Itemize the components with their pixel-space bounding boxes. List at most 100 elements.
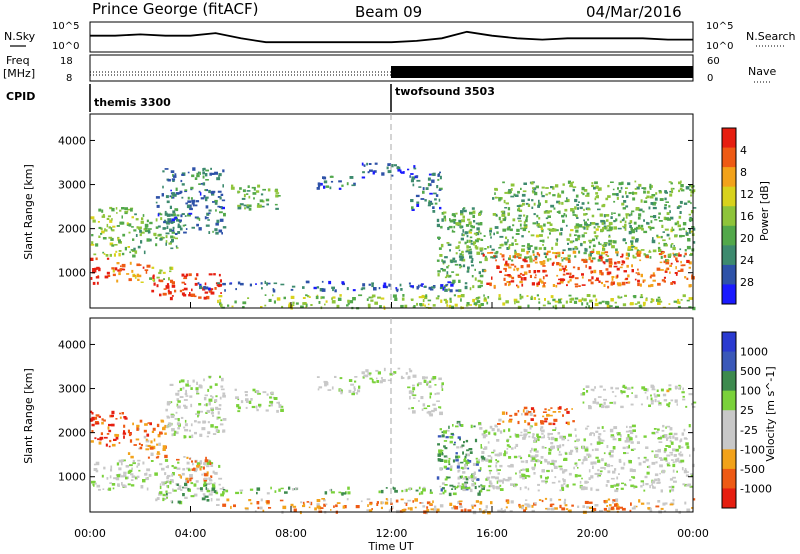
heatmap-cell: [185, 202, 188, 205]
heatmap-cell: [523, 429, 528, 433]
heatmap-cell: [669, 432, 673, 435]
heatmap-cell: [265, 409, 269, 412]
heatmap-cell: [445, 436, 449, 439]
heatmap-cell: [588, 469, 591, 473]
heatmap-cell: [214, 471, 218, 475]
heatmap-cell: [474, 277, 477, 281]
heatmap-cell: [196, 392, 200, 395]
heatmap-cell: [580, 242, 583, 247]
heatmap-cell: [215, 429, 219, 433]
heatmap-cell: [508, 257, 511, 261]
heatmap-cell: [155, 226, 159, 229]
heatmap-cell: [104, 436, 108, 439]
heatmap-cell: [472, 241, 476, 245]
heatmap-cell: [493, 284, 496, 288]
heatmap-cell: [625, 191, 627, 195]
heatmap-cell: [577, 207, 579, 210]
heatmap-cell: [161, 481, 164, 484]
heatmap-cell: [100, 227, 103, 231]
heatmap-cell: [574, 234, 577, 237]
heatmap-cell: [106, 433, 110, 435]
heatmap-cell: [146, 487, 149, 491]
heatmap-cell: [123, 474, 127, 478]
heatmap-cell: [580, 485, 583, 488]
heatmap-cell: [200, 466, 203, 468]
heatmap-cell: [218, 173, 222, 177]
heatmap-cell: [497, 469, 501, 471]
heatmap-cell: [519, 456, 523, 460]
heatmap-cell: [657, 428, 660, 431]
heatmap-cell: [536, 294, 539, 297]
heatmap-cell: [490, 485, 494, 488]
heatmap-cell: [106, 271, 110, 275]
heatmap-cell: [111, 443, 116, 447]
heatmap-cell: [559, 281, 564, 284]
heatmap-cell: [592, 400, 597, 404]
heatmap-cell: [135, 234, 138, 237]
heatmap-cell: [467, 467, 470, 470]
heatmap-cell: [443, 211, 447, 214]
heatmap-cell: [155, 498, 158, 502]
heatmap-cell: [266, 502, 270, 505]
heatmap-cell: [460, 509, 464, 513]
heatmap-cell: [258, 405, 261, 408]
heatmap-cell: [459, 253, 462, 256]
heatmap-cell: [604, 462, 607, 466]
heatmap-cell: [669, 503, 674, 506]
heatmap-cell: [532, 190, 534, 194]
heatmap-cell: [399, 283, 402, 287]
heatmap-cell: [98, 226, 102, 229]
heatmap-cell: [664, 204, 667, 206]
heatmap-cell: [582, 192, 585, 196]
heatmap-cell: [420, 396, 424, 400]
heatmap-cell: [614, 193, 618, 196]
heatmap-cell: [567, 254, 571, 258]
heatmap-cell: [489, 282, 492, 287]
heatmap-cell: [429, 380, 432, 383]
heatmap-cell: [429, 192, 433, 195]
heatmap-cell: [558, 480, 561, 483]
heatmap-cell: [564, 504, 568, 507]
heatmap-cell: [438, 189, 442, 191]
heatmap-cell: [581, 462, 584, 465]
heatmap-cell: [668, 486, 672, 489]
heatmap-cell: [341, 389, 343, 393]
heatmap-cell: [629, 479, 632, 482]
heatmap-cell: [676, 206, 680, 209]
heatmap-cell: [648, 404, 651, 407]
heatmap-cell: [516, 205, 521, 207]
heatmap-cell: [628, 440, 631, 443]
heatmap-cell: [92, 270, 95, 274]
heatmap-cell: [514, 433, 517, 437]
heatmap-cell: [671, 226, 673, 231]
heatmap-cell: [211, 411, 214, 414]
heatmap-cell: [658, 404, 662, 406]
heatmap-cell: [566, 284, 568, 287]
heatmap-cell: [385, 498, 388, 501]
heatmap-cell: [562, 249, 566, 252]
heatmap-cell: [552, 284, 556, 287]
heatmap-cell: [460, 256, 465, 259]
heatmap-cell: [353, 386, 356, 390]
heatmap-cell: [181, 281, 185, 284]
heatmap-cell: [481, 485, 486, 488]
heatmap-cell: [499, 244, 503, 247]
heatmap-cell: [574, 255, 577, 258]
heatmap-cell: [177, 390, 180, 393]
heatmap-cell: [217, 407, 222, 411]
heatmap-cell: [612, 501, 614, 504]
heatmap-cell: [650, 226, 655, 229]
heatmap-cell: [198, 183, 201, 185]
heatmap-cell: [162, 448, 166, 451]
heatmap-cell: [598, 243, 602, 245]
heatmap-cell: [462, 451, 464, 455]
heatmap-cell: [642, 301, 646, 305]
heatmap-cell: [180, 214, 183, 218]
heatmap-cell: [541, 186, 545, 189]
heatmap-cell: [451, 229, 454, 233]
xtick-label: 08:00: [275, 527, 307, 540]
heatmap-cell: [622, 217, 625, 221]
heatmap-cell: [541, 229, 544, 233]
heatmap-cell: [577, 474, 582, 477]
heatmap-cell: [409, 395, 411, 400]
